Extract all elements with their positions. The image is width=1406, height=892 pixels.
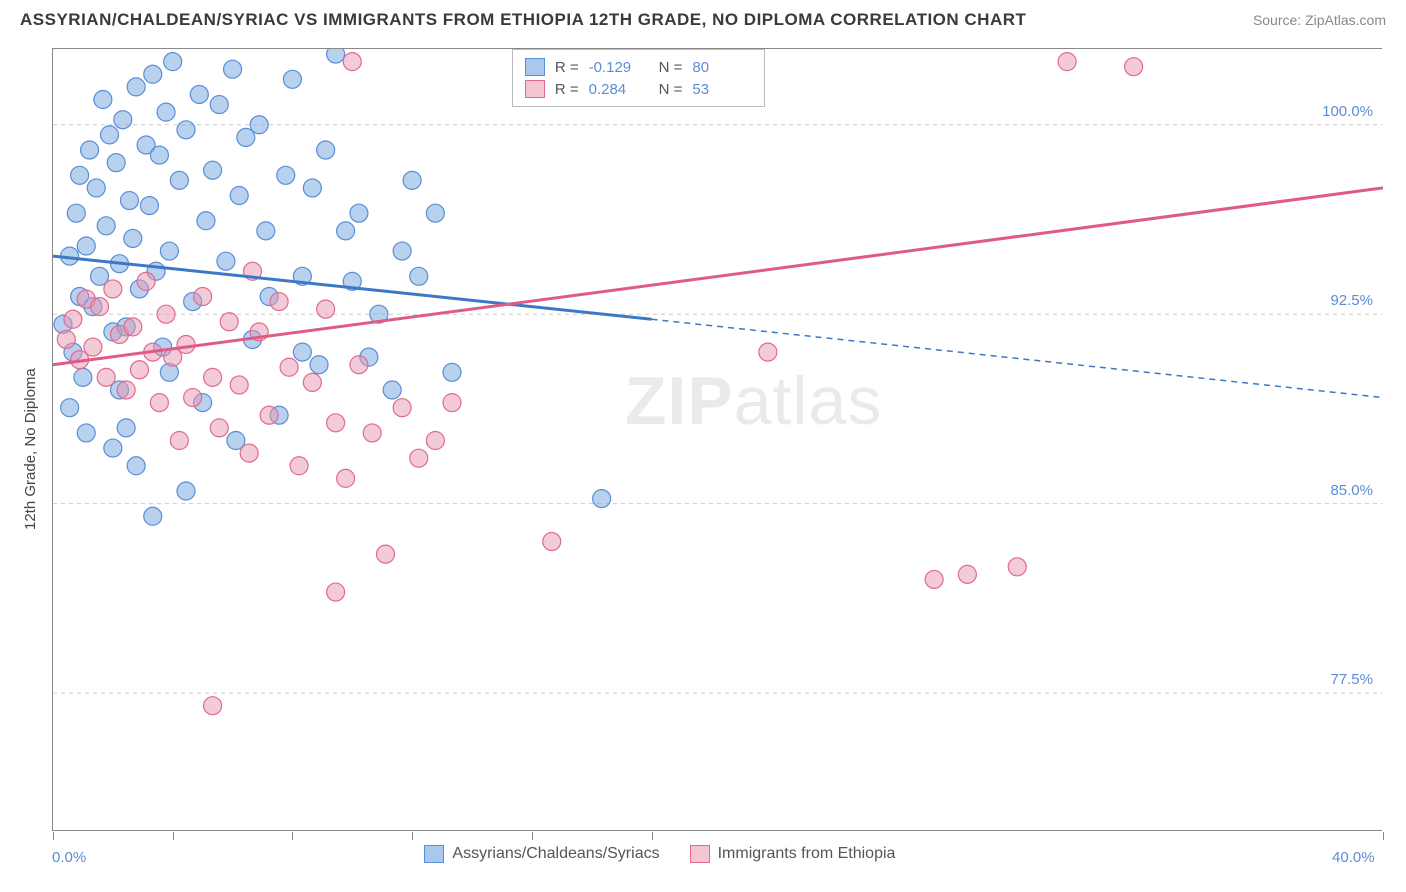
chart-svg	[53, 49, 1383, 832]
legend-swatch	[690, 845, 710, 863]
legend-row: R =0.284N =53	[525, 78, 753, 100]
y-tick-label: 77.5%	[1313, 671, 1373, 688]
scatter-chart: ZIPatlas R =-0.129N =80R =0.284N =53 100…	[52, 48, 1382, 831]
source-label: Source: ZipAtlas.com	[1253, 12, 1386, 28]
legend-swatch	[525, 80, 545, 98]
x-tick-label: 40.0%	[1332, 849, 1375, 866]
series-legend: Assyrians/Chaldeans/Syriacs Immigrants fr…	[424, 845, 895, 863]
legend-row: R =-0.129N =80	[525, 56, 753, 78]
y-tick-label: 100.0%	[1313, 103, 1373, 120]
legend-item: Immigrants from Ethiopia	[690, 845, 896, 863]
correlation-legend: R =-0.129N =80R =0.284N =53	[512, 49, 766, 107]
chart-title: ASSYRIAN/CHALDEAN/SYRIAC VS IMMIGRANTS F…	[20, 10, 1026, 30]
y-axis-label: 12th Grade, No Diploma	[22, 368, 39, 530]
y-tick-label: 85.0%	[1313, 482, 1373, 499]
legend-swatch	[424, 845, 444, 863]
x-tick-label: 0.0%	[52, 849, 86, 866]
legend-item: Assyrians/Chaldeans/Syriacs	[424, 845, 659, 863]
y-tick-label: 92.5%	[1313, 292, 1373, 309]
legend-swatch	[525, 58, 545, 76]
